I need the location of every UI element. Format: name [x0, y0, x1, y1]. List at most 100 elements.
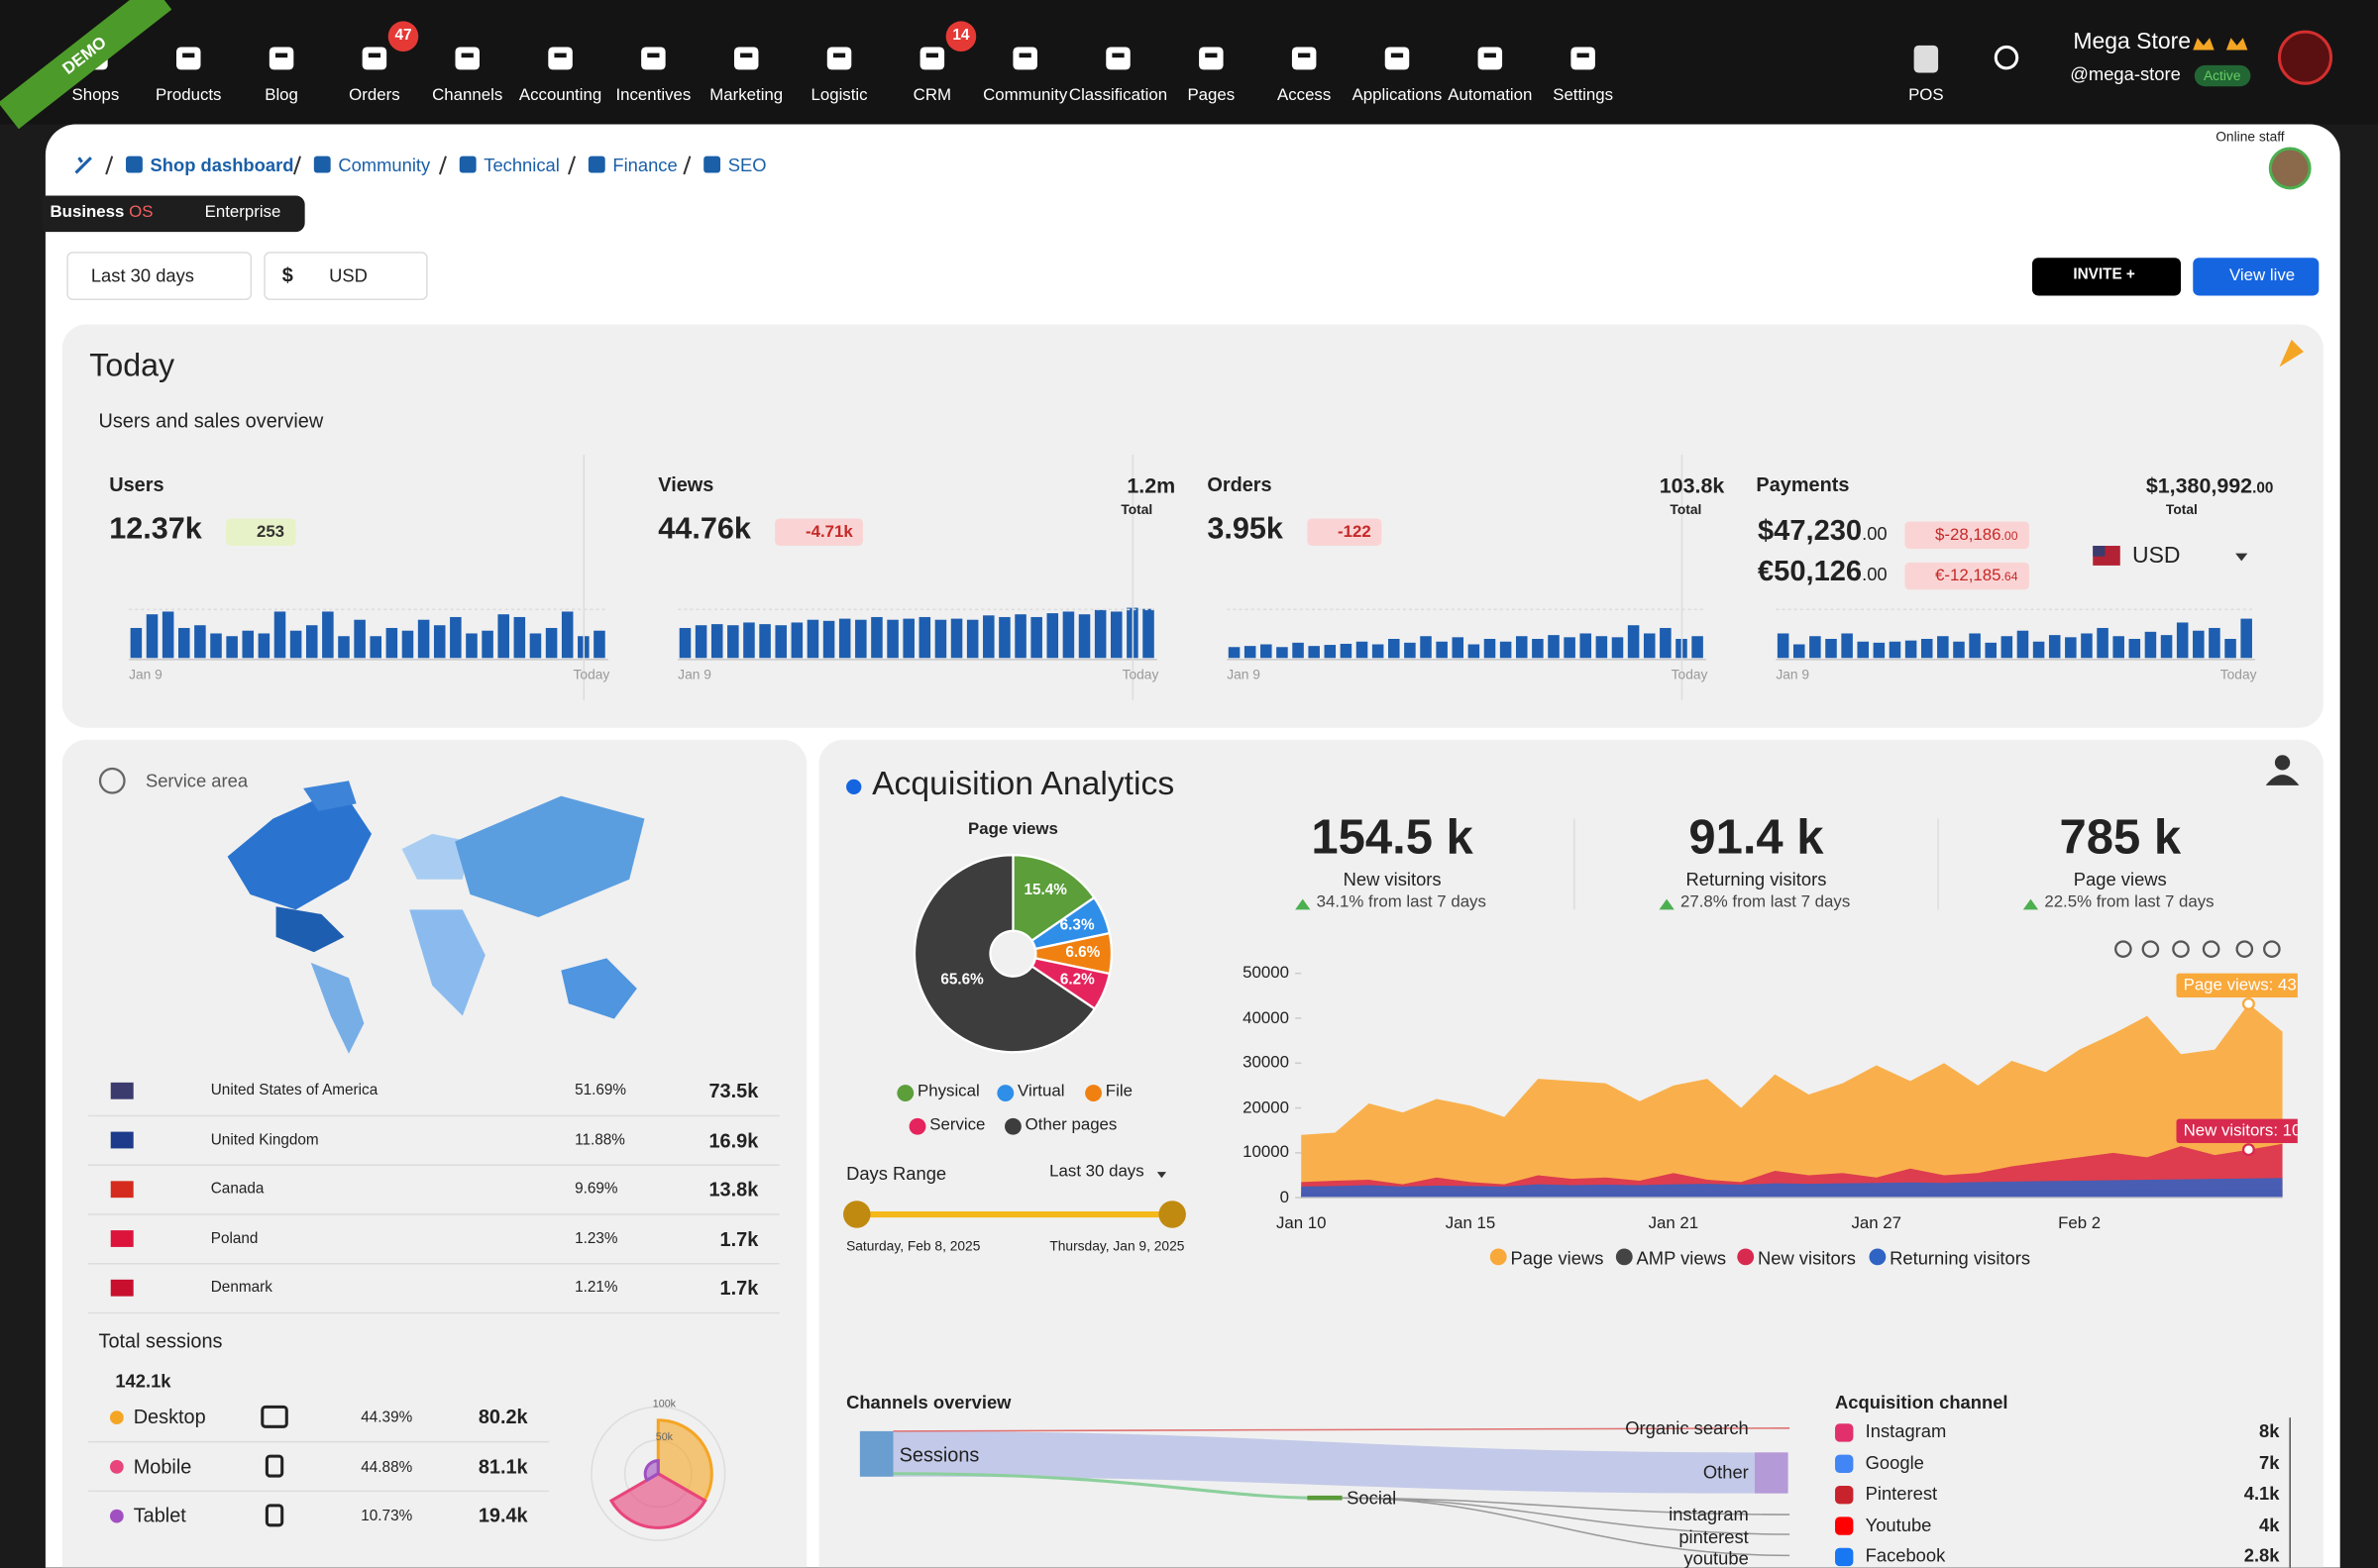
- nav-label[interactable]: Settings: [1553, 86, 1614, 105]
- area: [1301, 1178, 2283, 1199]
- spark-bar: [322, 611, 334, 659]
- spark-bar: [838, 618, 851, 659]
- nav-label[interactable]: Applications: [1351, 86, 1443, 105]
- spark-bar: [130, 627, 143, 659]
- hover-point: [2241, 996, 2255, 1010]
- currency-select[interactable]: [264, 252, 428, 301]
- spark-bar: [226, 636, 238, 659]
- pie-slice: [913, 854, 1097, 1054]
- sessions-title: Total sessions: [98, 1329, 223, 1353]
- breadcrumb-link[interactable]: SEO: [727, 155, 767, 176]
- nav-label[interactable]: Shops: [71, 86, 120, 105]
- breadcrumb-link[interactable]: Finance: [612, 155, 678, 176]
- toolbar-icon[interactable]: [2202, 940, 2220, 958]
- spark-bar: [1953, 641, 1965, 659]
- stat-label: Returning visitors: [1685, 869, 1827, 890]
- breadcrumb-link[interactable]: Community: [338, 155, 431, 176]
- payment-cents: .00: [1862, 523, 1888, 545]
- channel-list-title: Acquisition channel: [1835, 1392, 2008, 1413]
- nav-badge-bg: [387, 21, 419, 52]
- nav-label[interactable]: Orders: [349, 86, 400, 105]
- nav-label[interactable]: Classification: [1068, 86, 1168, 105]
- range-knob[interactable]: [843, 1201, 871, 1228]
- sankey-label: Sessions: [899, 1443, 980, 1467]
- invite-button[interactable]: [2032, 258, 2182, 296]
- payment-delta: $-28,186.00: [1904, 521, 2029, 550]
- nav-icon-detail: [182, 52, 195, 58]
- spark-bar: [2224, 638, 2236, 659]
- kpi-total-label: Total: [1670, 501, 1702, 517]
- spark-bar: [385, 627, 398, 659]
- toolbar-icon[interactable]: [2263, 940, 2281, 958]
- online-staff: Online staff: [2216, 129, 2285, 145]
- stat-change: 22.5% from last 7 days: [2044, 892, 2215, 911]
- nav-label[interactable]: Logistic: [811, 86, 868, 105]
- spark-bar: [1904, 640, 1917, 659]
- toolbar-icon[interactable]: [2172, 940, 2190, 958]
- spark-bar: [2000, 636, 2013, 659]
- nav-label: POS: [1908, 86, 1944, 105]
- breadcrumb-link[interactable]: Shop dashboard: [150, 155, 294, 176]
- sankey-label: instagram: [1669, 1504, 1749, 1525]
- nav-icon-detail: [647, 52, 660, 58]
- device-value: 80.2k: [478, 1405, 528, 1428]
- country-share: 1.21%: [575, 1279, 618, 1297]
- period-select[interactable]: [66, 252, 253, 301]
- spark-bar: [1371, 644, 1384, 659]
- kpi-delta: -122: [1307, 518, 1382, 547]
- country-value: 1.7k: [719, 1276, 759, 1300]
- nav-label[interactable]: Automation: [1448, 86, 1533, 105]
- payment-amount: €50,126.00: [1758, 557, 1888, 590]
- breadcrumb-link[interactable]: Technical: [484, 155, 560, 176]
- nav-label[interactable]: Marketing: [709, 86, 784, 105]
- nav-label[interactable]: CRM: [913, 86, 952, 105]
- polar-sector: [643, 1459, 661, 1483]
- legend-dot: [1489, 1248, 1507, 1266]
- device-value: 19.4k: [478, 1504, 528, 1527]
- nav-label[interactable]: Incentives: [615, 86, 692, 105]
- breadcrumb-separator: [292, 156, 302, 175]
- map-region: [561, 958, 637, 1019]
- radio: [98, 767, 126, 794]
- channel-name: Pinterest: [1865, 1482, 1938, 1505]
- nav-badge: 14: [952, 27, 970, 45]
- legend-label: New visitors: [1757, 1247, 1856, 1270]
- payment-delta: €-12,185.64: [1904, 562, 2029, 590]
- toolbar-icon[interactable]: [2235, 940, 2254, 958]
- toolbar-icon[interactable]: [2114, 940, 2132, 958]
- nav-label[interactable]: Community: [983, 86, 1068, 105]
- channel-icon: [1835, 1485, 1854, 1505]
- device-icon: [265, 1504, 284, 1527]
- nav-label[interactable]: Blog: [265, 86, 298, 105]
- plan-os: OS: [129, 203, 154, 222]
- toolbar-icon[interactable]: [2141, 940, 2160, 958]
- nav-label[interactable]: Channels: [432, 86, 503, 105]
- spark-bar: [482, 630, 493, 659]
- nav-label[interactable]: Pages: [1187, 86, 1236, 105]
- range-knob[interactable]: [1158, 1201, 1186, 1228]
- tooltip: Page views: 43: [2175, 971, 2298, 998]
- spark-end: Today: [573, 667, 610, 682]
- nav-label[interactable]: Access: [1277, 86, 1332, 105]
- sankey-label: youtube: [1683, 1547, 1749, 1568]
- breadcrumb-icon: [126, 156, 143, 173]
- store-handle: @mega-store: [2070, 63, 2181, 85]
- spark-bar: [855, 619, 867, 659]
- kpi-total-label: Total: [2165, 501, 2198, 517]
- nav-label[interactable]: Products: [156, 86, 222, 105]
- country-flag: [110, 1131, 134, 1149]
- stat-change: 34.1% from last 7 days: [1316, 892, 1486, 911]
- device-name: Mobile: [133, 1454, 192, 1478]
- spark-bar: [1030, 616, 1042, 659]
- view-live-button[interactable]: [2193, 258, 2320, 296]
- kpi-delta: -4.71k: [775, 518, 864, 547]
- plan-business: Business: [50, 203, 125, 222]
- spark-bar: [1532, 638, 1544, 659]
- nav-label[interactable]: Accounting: [518, 86, 602, 105]
- spark-bar: [727, 625, 739, 659]
- kpi-total-cents: .00: [2252, 480, 2274, 498]
- sankey-flow: [893, 1472, 1320, 1500]
- payment-delta-cents: .64: [2000, 570, 2018, 584]
- spark-bar: [1260, 644, 1272, 659]
